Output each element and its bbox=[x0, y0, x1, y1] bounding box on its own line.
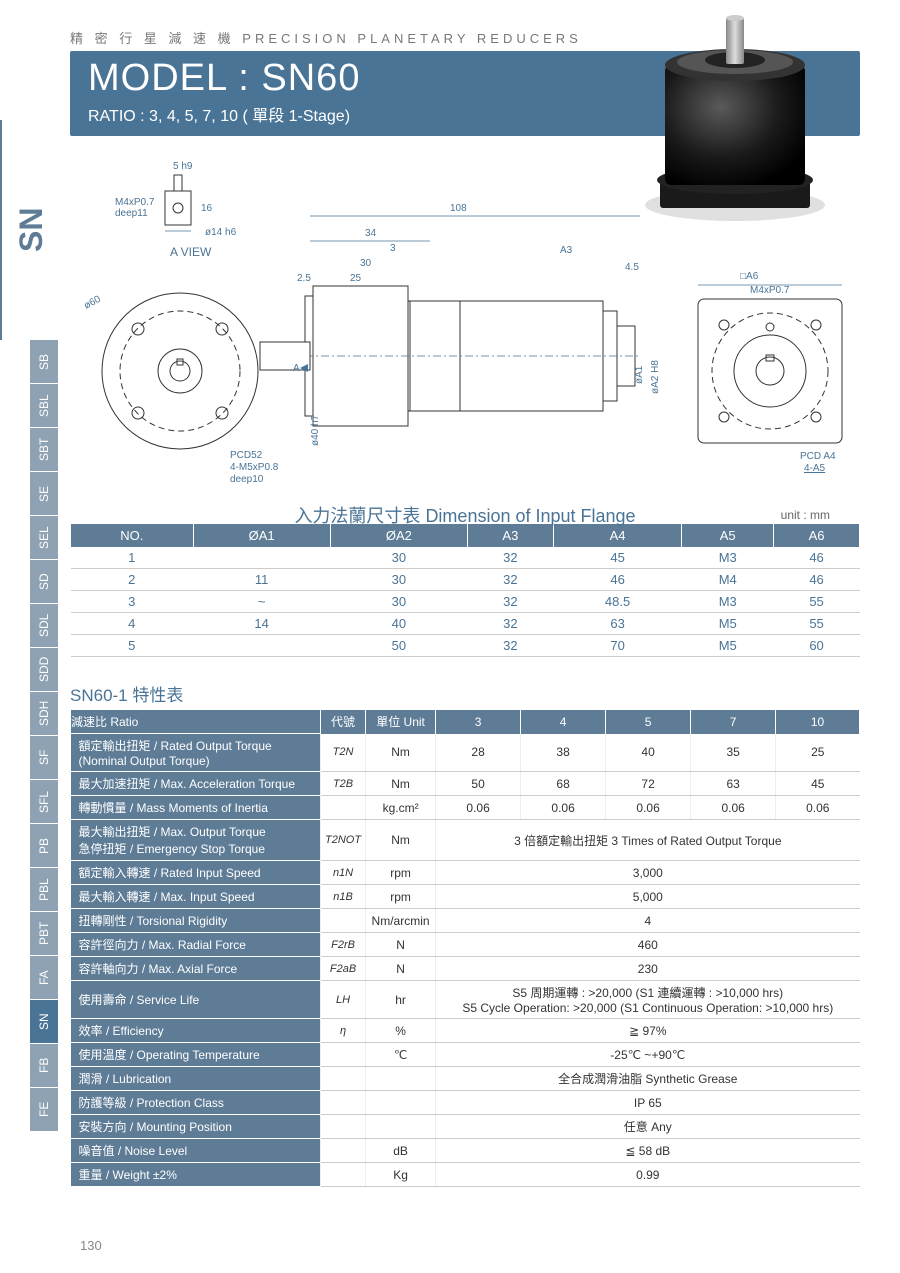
side-tab-sf[interactable]: SF bbox=[30, 736, 58, 780]
page-content: 精 密 行 星 減 速 機 PRECISION PLANETARY REDUCE… bbox=[60, 0, 900, 1197]
svg-text:M4xP0.7: M4xP0.7 bbox=[115, 197, 155, 208]
table-row: 容許徑向力 / Max. Radial ForceF2rBN460 bbox=[71, 933, 860, 957]
table-row: 3~303248.5M355 bbox=[71, 591, 860, 613]
side-tab-sbl[interactable]: SBL bbox=[30, 384, 58, 428]
svg-text:5 h9: 5 h9 bbox=[173, 161, 193, 172]
side-tab-pbl[interactable]: PBL bbox=[30, 868, 58, 912]
dim-header: A6 bbox=[774, 524, 860, 547]
svg-text:øA1: øA1 bbox=[634, 365, 645, 384]
table-row: 使用壽命 / Service LifeLHhrS5 周期運轉 : >20,000… bbox=[71, 981, 860, 1019]
table-row: 轉動慣量 / Mass Moments of Inertiakg.cm²0.06… bbox=[71, 796, 860, 820]
table-row: 安裝方向 / Mounting Position任意 Any bbox=[71, 1115, 860, 1139]
side-tab-sdh[interactable]: SDH bbox=[30, 692, 58, 736]
table-row: 重量 / Weight ±2%Kg0.99 bbox=[71, 1163, 860, 1187]
table-row: 額定輸出扭矩 / Rated Output Torque(Nominal Out… bbox=[71, 734, 860, 772]
svg-text:4.5: 4.5 bbox=[625, 262, 639, 273]
table-row: 扭轉剛性 / Torsional RigidityNm/arcmin4 bbox=[71, 909, 860, 933]
side-tab-fb[interactable]: FB bbox=[30, 1044, 58, 1088]
table-row: 防護等級 / Protection ClassIP 65 bbox=[71, 1091, 860, 1115]
table-row: 潤滑 / Lubrication全合成潤滑油脂 Synthetic Grease bbox=[71, 1067, 860, 1091]
dimension-table: NO.ØA1ØA2A3A4A5A6 1303245M346211303246M4… bbox=[70, 524, 860, 657]
svg-text:ø40 h7: ø40 h7 bbox=[310, 414, 321, 446]
side-tab-se[interactable]: SE bbox=[30, 472, 58, 516]
table-row: 414403263M555 bbox=[71, 613, 860, 635]
svg-text:PCD A4: PCD A4 bbox=[800, 451, 836, 462]
spec-table: 減速比 Ratio代號單位 Unit345710 額定輸出扭矩 / Rated … bbox=[70, 710, 860, 1187]
svg-text:4-A5: 4-A5 bbox=[804, 463, 826, 474]
side-tab-sbt[interactable]: SBT bbox=[30, 428, 58, 472]
svg-text:A: A bbox=[293, 363, 300, 374]
side-tab-pbt[interactable]: PBT bbox=[30, 912, 58, 956]
svg-text:ø60: ø60 bbox=[82, 294, 103, 312]
table-row: 5503270M560 bbox=[71, 635, 860, 657]
svg-text:4-M5xP0.8: 4-M5xP0.8 bbox=[230, 462, 279, 473]
svg-text:M4xP0.7: M4xP0.7 bbox=[750, 285, 790, 296]
svg-text:□A6: □A6 bbox=[740, 271, 759, 282]
side-tab-sd[interactable]: SD bbox=[30, 560, 58, 604]
table-row: 噪音值 / Noise LeveldB≦ 58 dB bbox=[71, 1139, 860, 1163]
svg-text:ø14 h6: ø14 h6 bbox=[205, 227, 237, 238]
svg-text:deep10: deep10 bbox=[230, 474, 264, 485]
svg-text:deep11: deep11 bbox=[115, 208, 148, 219]
svg-text:30: 30 bbox=[360, 258, 372, 269]
table-row: 效率 / Efficiencyη%≧ 97% bbox=[71, 1019, 860, 1043]
side-tab-sdl[interactable]: SDL bbox=[30, 604, 58, 648]
svg-text:PCD52: PCD52 bbox=[230, 450, 263, 461]
svg-text:2.5: 2.5 bbox=[297, 273, 311, 284]
svg-text:108: 108 bbox=[450, 203, 467, 214]
svg-text:34: 34 bbox=[365, 228, 377, 239]
svg-text:A3: A3 bbox=[560, 245, 573, 256]
svg-text:16: 16 bbox=[201, 203, 213, 214]
side-tabs: SBSBLSBTSESELSDSDLSDDSDHSFSFLPBPBLPBTFAS… bbox=[0, 340, 58, 1132]
side-tab-sb[interactable]: SB bbox=[30, 340, 58, 384]
table-row: 容許軸向力 / Max. Axial ForceF2aBN230 bbox=[71, 957, 860, 981]
svg-text:25: 25 bbox=[350, 273, 362, 284]
table-row: 最大輸出扭矩 / Max. Output Torque急停扭矩 / Emerge… bbox=[71, 820, 860, 861]
side-nav: SN SBSBLSBTSESELSDSDLSDDSDHSFSFLPBPBLPBT… bbox=[0, 0, 58, 1273]
svg-text:øA2 H8: øA2 H8 bbox=[650, 360, 661, 394]
table-row: 1303245M346 bbox=[71, 547, 860, 569]
spec-table-title: SN60-1 特性表 bbox=[70, 681, 860, 706]
side-tab-fe[interactable]: FE bbox=[30, 1088, 58, 1132]
dim-header: A5 bbox=[682, 524, 774, 547]
side-tab-sn[interactable]: SN bbox=[30, 1000, 58, 1044]
side-tab-sdd[interactable]: SDD bbox=[30, 648, 58, 692]
engineering-diagram: M4xP0.7 deep11 5 h9 16 ø14 h6 A VIEW ø60 bbox=[70, 156, 860, 496]
table-row: 額定輸入轉速 / Rated Input Speedn1Nrpm3,000 bbox=[71, 861, 860, 885]
svg-text:3: 3 bbox=[390, 243, 396, 254]
svg-text:A VIEW: A VIEW bbox=[170, 245, 212, 259]
side-tab-sfl[interactable]: SFL bbox=[30, 780, 58, 824]
table-row: 211303246M446 bbox=[71, 569, 860, 591]
table-row: 最大加速扭矩 / Max. Acceleration TorqueT2BNm50… bbox=[71, 772, 860, 796]
dim-header: NO. bbox=[71, 524, 194, 547]
page-number: 130 bbox=[80, 1238, 102, 1253]
table-row: 最大輸入轉速 / Max. Input Speedn1Brpm5,000 bbox=[71, 885, 860, 909]
side-tab-sel[interactable]: SEL bbox=[30, 516, 58, 560]
side-model-label: SN bbox=[0, 120, 58, 340]
side-tab-fa[interactable]: FA bbox=[30, 956, 58, 1000]
table-row: 使用溫度 / Operating Temperature℃-25℃ ~+90℃ bbox=[71, 1043, 860, 1067]
side-tab-pb[interactable]: PB bbox=[30, 824, 58, 868]
